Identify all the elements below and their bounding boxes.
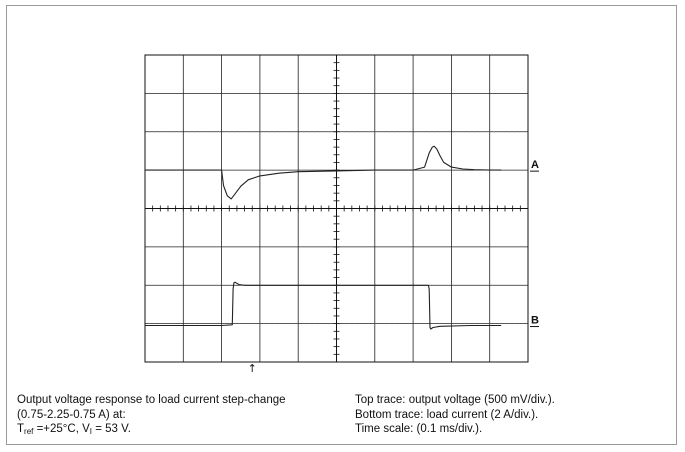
caption-line: Time scale: (0.1 ms/div.). [355, 423, 483, 435]
caption-line: (0.75-2.25-0.75 A) at: [17, 408, 126, 421]
voltage-subscript: I [89, 427, 92, 436]
caption-line: Output voltage response to load current … [17, 394, 286, 406]
trace-marker-b: B [531, 315, 539, 327]
caption-traces: Top trace: output voltage (500 mV/div.).… [355, 393, 675, 437]
graticule-border [144, 54, 529, 363]
temp-symbol: T [17, 423, 25, 435]
trigger-marker: ↑ [248, 362, 257, 375]
trace-a-line [145, 145, 502, 200]
temp-value: =+25°C, V [33, 423, 90, 435]
caption-conditions: Output voltage response to load current … [17, 393, 347, 437]
voltage-value: = 53 V. [92, 423, 131, 435]
caption-line: Top trace: output voltage (500 mV/div.). [355, 394, 555, 406]
figure-frame [6, 5, 677, 445]
temp-subscript: ref [24, 427, 34, 436]
trace-marker-a: A [531, 159, 539, 171]
caption-conditions-line: Tref =+25°C, VI = 53 V. [17, 422, 347, 437]
caption-line: Bottom trace: load current (2 A/div.). [355, 408, 539, 421]
trace-b-line [145, 281, 502, 330]
